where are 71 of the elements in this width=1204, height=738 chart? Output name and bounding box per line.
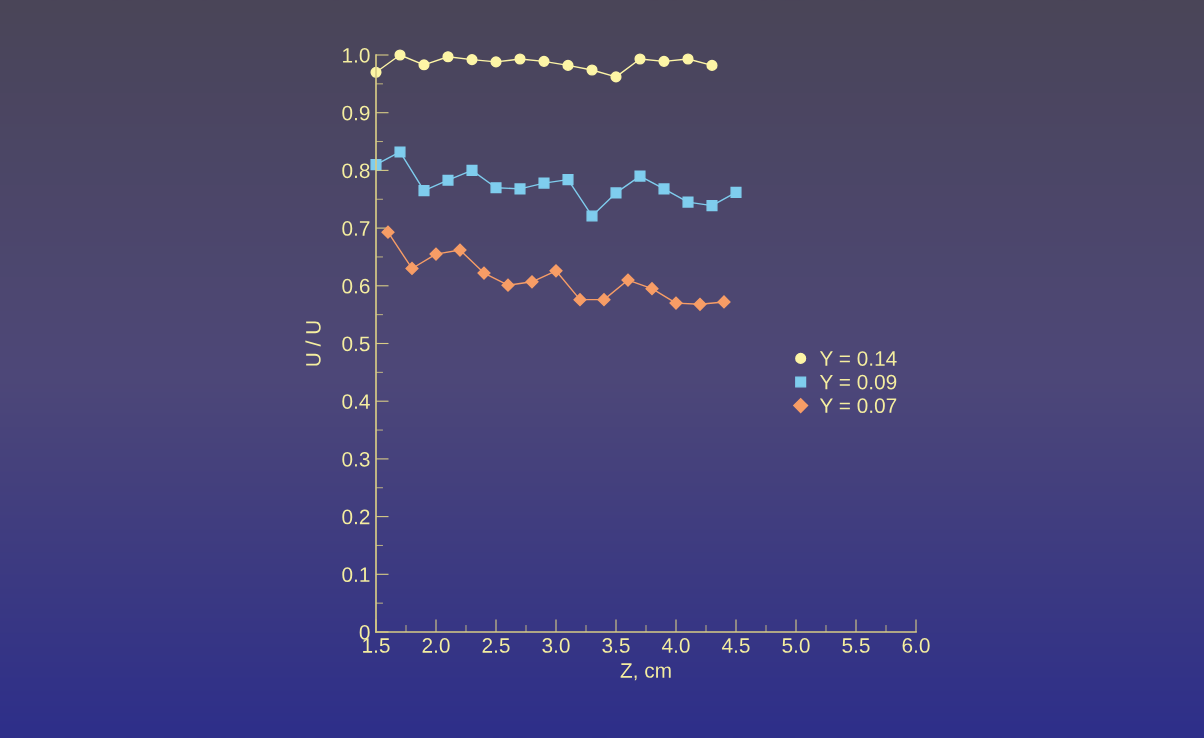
point <box>538 55 550 67</box>
x-tick-label: 1.5 <box>363 638 390 653</box>
point <box>658 55 670 67</box>
point <box>610 187 622 199</box>
point <box>706 59 718 71</box>
y-tick-label: 0.4 <box>342 394 370 409</box>
point <box>418 59 430 71</box>
point <box>394 49 406 61</box>
point <box>453 243 467 257</box>
point <box>466 164 478 176</box>
point <box>405 261 419 276</box>
y-tick-label: 0.3 <box>342 451 370 467</box>
x-tick-label: 4.5 <box>722 638 750 653</box>
point <box>466 54 478 66</box>
point <box>477 266 491 280</box>
point <box>442 174 454 186</box>
point <box>658 183 670 195</box>
point <box>645 282 659 296</box>
point <box>418 185 430 197</box>
point <box>693 297 707 311</box>
x-tick-label: 6.0 <box>902 638 930 653</box>
y-tick-label: 0.9 <box>342 105 370 121</box>
x-tick-label: 5.5 <box>842 638 870 653</box>
y-tick-label: 0.6 <box>342 278 370 294</box>
point <box>682 53 694 65</box>
point <box>562 174 574 186</box>
point <box>669 296 683 310</box>
y-tick-label: 0.7 <box>342 221 370 236</box>
point <box>381 225 395 239</box>
point <box>562 59 574 71</box>
y-tick-label: 0.2 <box>342 509 370 525</box>
point <box>610 71 622 83</box>
point <box>490 182 502 194</box>
legend-label: Y = 0.14 <box>819 351 897 366</box>
point <box>501 278 515 292</box>
point <box>370 159 382 171</box>
x-axis-title: Z, cm <box>620 663 671 681</box>
x-tick-label: 4.0 <box>662 638 690 653</box>
point <box>586 64 598 76</box>
point <box>634 53 646 65</box>
point <box>394 146 406 158</box>
y-axis-title: U / U <box>305 321 321 366</box>
legend-label: Y = 0.07 <box>819 398 897 414</box>
point <box>634 170 646 182</box>
point <box>706 200 718 212</box>
point <box>549 264 563 278</box>
point <box>429 247 443 261</box>
point <box>490 56 502 68</box>
legend-label: Y = 0.09 <box>819 374 897 390</box>
point <box>597 293 611 307</box>
point <box>717 295 731 309</box>
x-tick-label: 5.0 <box>782 638 810 653</box>
y-tick-label: 0.1 <box>342 567 370 583</box>
x-tick-label: 2.0 <box>422 638 450 653</box>
point <box>573 293 587 307</box>
point <box>621 273 635 287</box>
point <box>730 186 742 198</box>
x-tick-label: 3.0 <box>542 638 570 653</box>
point <box>514 183 526 195</box>
x-tick-label: 2.5 <box>482 638 510 653</box>
y-tick-label: 0.5 <box>342 336 370 352</box>
y-tick-label: 0.8 <box>342 163 370 179</box>
point <box>525 275 539 289</box>
point <box>586 210 598 222</box>
point <box>538 177 550 189</box>
x-tick-label: 3.5 <box>602 638 630 653</box>
point <box>682 196 694 208</box>
point <box>514 53 526 65</box>
point <box>442 51 454 63</box>
y-tick-label: 1.0 <box>343 48 370 63</box>
y-tick-label: 0 <box>359 625 370 640</box>
